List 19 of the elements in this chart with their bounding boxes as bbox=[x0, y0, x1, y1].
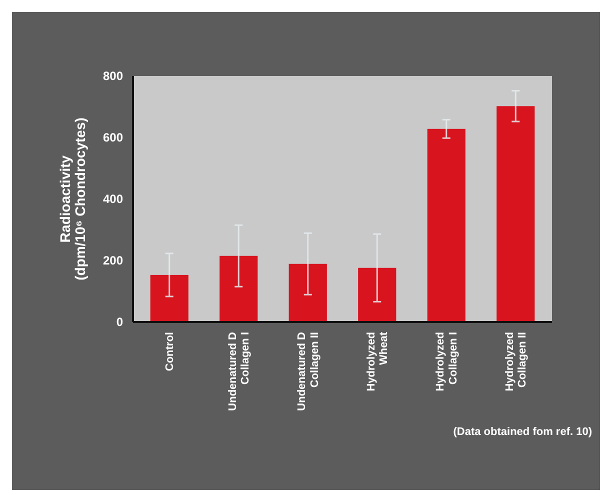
y-tick-label: 600 bbox=[102, 130, 124, 145]
x-tick-label: Hydrolyzed Collagen I bbox=[434, 332, 460, 392]
bar bbox=[220, 256, 258, 322]
x-tick-label: Undenatured D Collagen II bbox=[296, 332, 321, 411]
bar bbox=[496, 106, 535, 322]
bar bbox=[427, 128, 466, 322]
text: (Data obtained fom ref. 10) bbox=[453, 426, 592, 438]
y-axis-title: Radioactivity (dpm/10⁶ Chondrocytes) bbox=[57, 118, 88, 280]
x-tick-label: Hydrolyzed Wheat bbox=[365, 332, 390, 392]
y-tick-label: 200 bbox=[102, 254, 124, 268]
x-tick-label: Hydrolyzed Collagen II bbox=[504, 332, 529, 392]
y-tick-label: 400 bbox=[102, 192, 124, 206]
bar bbox=[358, 268, 396, 322]
x-tick-label: Control bbox=[164, 332, 176, 372]
y-tick-label: 0 bbox=[116, 315, 124, 330]
y-tick-label: 800 bbox=[102, 69, 124, 84]
x-tick-label: Undenatured D Collagen I bbox=[226, 332, 252, 411]
bar bbox=[150, 274, 188, 322]
bar bbox=[288, 264, 327, 322]
